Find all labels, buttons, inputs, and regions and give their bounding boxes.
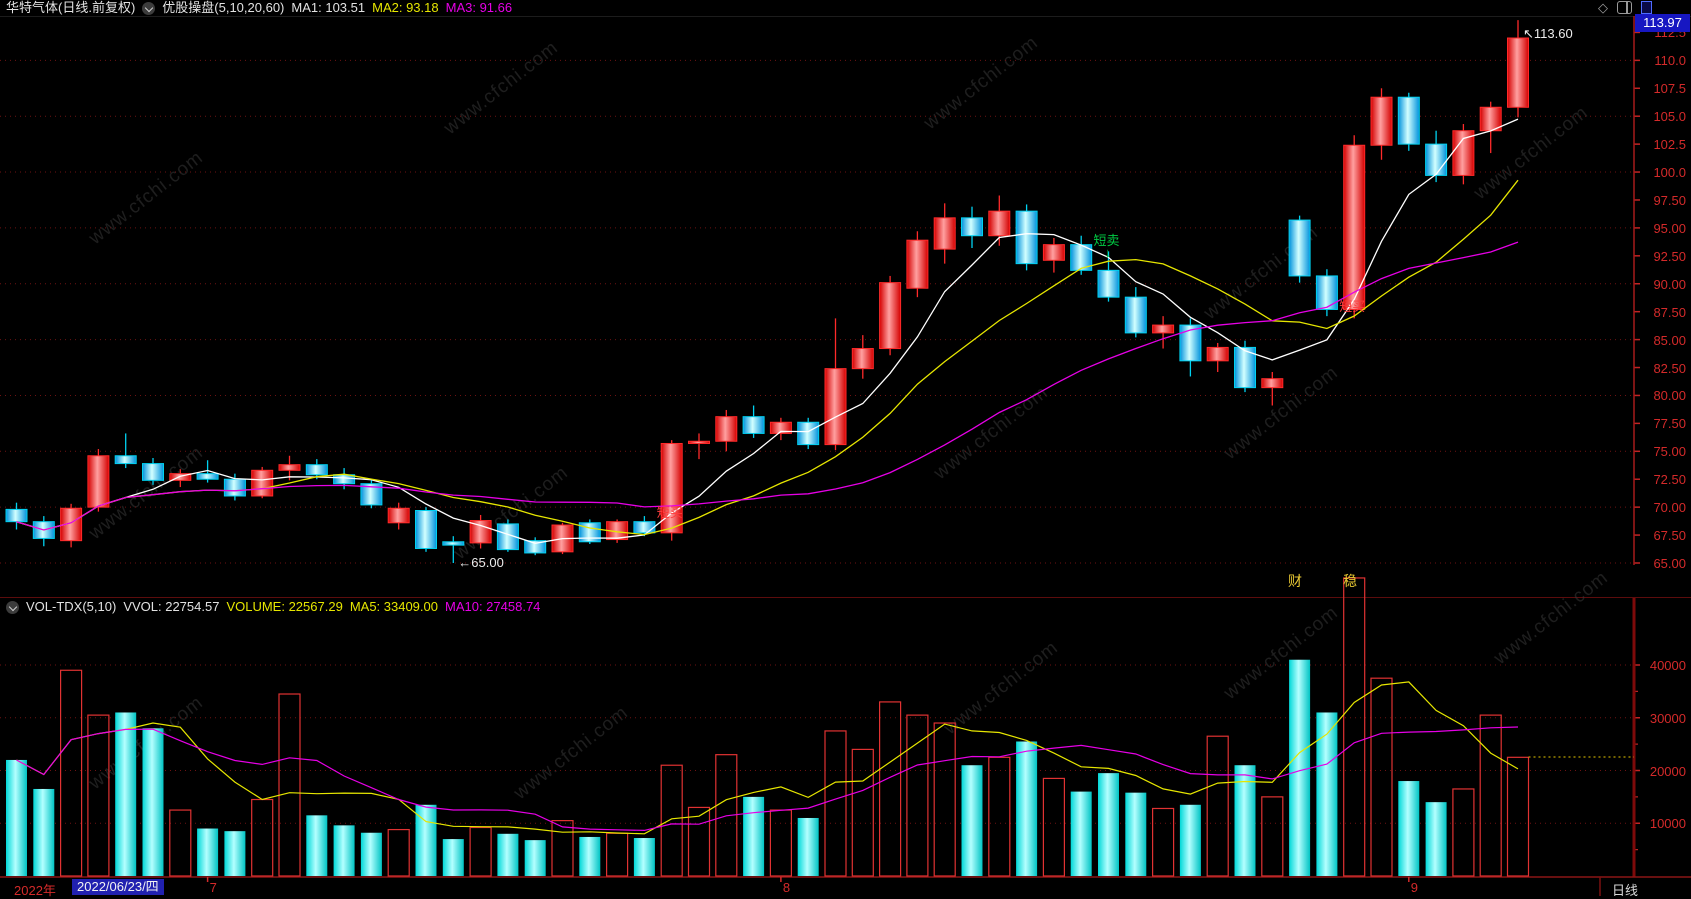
price-axis-label: 87.50 (1653, 304, 1686, 320)
price-axis-label: 72.50 (1653, 472, 1686, 488)
signal-short-buy: 短买 (1339, 298, 1366, 314)
watermark: www.cfchi.com (1489, 567, 1612, 670)
volume-axis-label: 20000 (1649, 763, 1686, 779)
symbol-title: 华特气体(日线.前复权) (6, 0, 136, 15)
selected-date-box: 2022/06/23/四 (72, 879, 164, 895)
panel-toggle-icon[interactable] (1617, 1, 1632, 14)
price-axis-label: 65.00 (1653, 556, 1686, 571)
volume-pane-divider (0, 597, 1691, 598)
signal-short-sell: 短卖 (1093, 232, 1120, 248)
main-chart-header: 华特气体(日线.前复权) 优股操盘(5,10,20,60) MA1: 103.5… (6, 0, 512, 16)
volume-pane-header: VOL-TDX(5,10) VVOL: 22754.57 VOLUME: 225… (6, 599, 540, 615)
chart-canvas[interactable]: www.cfchi.com www.cfchi.com www.cfchi.com w… (0, 16, 1691, 896)
watermark: www.cfchi.com (84, 147, 207, 250)
signal-short-buy: 短买 (656, 505, 683, 521)
ma3-value: MA3: 91.66 (445, 0, 513, 15)
watermark: www.cfchi.com (929, 382, 1052, 485)
ma1-value: MA1: 103.51 (291, 0, 366, 15)
price-axis-label: 80.00 (1653, 388, 1686, 404)
price-axis-label: 100.0 (1653, 165, 1686, 181)
header-divider (0, 16, 1691, 17)
price-annotation: ←65.00 (458, 555, 504, 570)
price-axis-label: 77.50 (1653, 416, 1686, 432)
month-label: 8 (782, 880, 791, 895)
month-label: 7 (209, 880, 217, 895)
price-axis-label: 85.00 (1653, 332, 1686, 348)
price-axis-label: 70.00 (1653, 500, 1686, 516)
corner-window-icon[interactable] (1641, 1, 1652, 14)
volume-ma10-value: MA10: 27458.74 (445, 599, 541, 614)
watermark: www.cfchi.com (439, 37, 562, 140)
price-axis-label: 90.00 (1653, 276, 1686, 292)
price-axis-label: 92.50 (1653, 248, 1686, 264)
period-label[interactable]: 日线 (1612, 883, 1639, 898)
volume-axis-label: 30000 (1649, 710, 1686, 726)
price-axis-label: 97.50 (1653, 192, 1686, 208)
indicator-strip-mark: 稳 (1343, 573, 1357, 589)
watermark: www.cfchi.com (1219, 602, 1342, 705)
price-annotation: ↖113.60 (1523, 25, 1573, 41)
signal-arrow-icon: ↓ (1104, 244, 1112, 260)
ma2-value: MA2: 93.18 (372, 0, 439, 15)
volume-indicator-title: VOL-TDX(5,10) (26, 599, 117, 614)
diamond-icon[interactable]: ◇ (1598, 0, 1608, 15)
collapse-chevron-icon[interactable] (142, 1, 156, 15)
price-axis-label: 107.5 (1653, 81, 1686, 97)
price-range-max-box: 113.97 (1635, 14, 1690, 32)
vvol-value: VVOL: 22754.57 (123, 599, 220, 614)
volume-ma5-value: MA5: 33409.00 (349, 599, 438, 614)
price-axis-label: 67.50 (1653, 528, 1686, 544)
volume-axis-label: 40000 (1649, 658, 1686, 673)
price-axis-label: 105.0 (1653, 109, 1686, 125)
price-axis-label: 102.5 (1653, 137, 1686, 153)
volume-axis-label: 10000 (1649, 816, 1686, 832)
watermark: www.cfchi.com (919, 32, 1042, 135)
month-label: 9 (1410, 880, 1419, 895)
volume-value: VOLUME: 22567.29 (226, 599, 343, 614)
price-axis-label: 110.0 (1654, 53, 1686, 69)
indicator-title: 优股操盘(5,10,20,60) (162, 0, 285, 15)
price-axis-label: 75.00 (1653, 444, 1686, 460)
watermark: www.cfchi.com (939, 637, 1062, 740)
collapse-chevron-icon[interactable] (6, 600, 19, 614)
date-axis[interactable]: 2022年 2022/06/23/四 日线 7 8 9 (0, 877, 1691, 898)
price-axis-label: 82.50 (1653, 360, 1686, 376)
year-label: 2022年 (14, 883, 56, 898)
price-axis-label: 95.00 (1653, 220, 1686, 236)
indicator-strip-mark: 财 (1288, 573, 1302, 589)
